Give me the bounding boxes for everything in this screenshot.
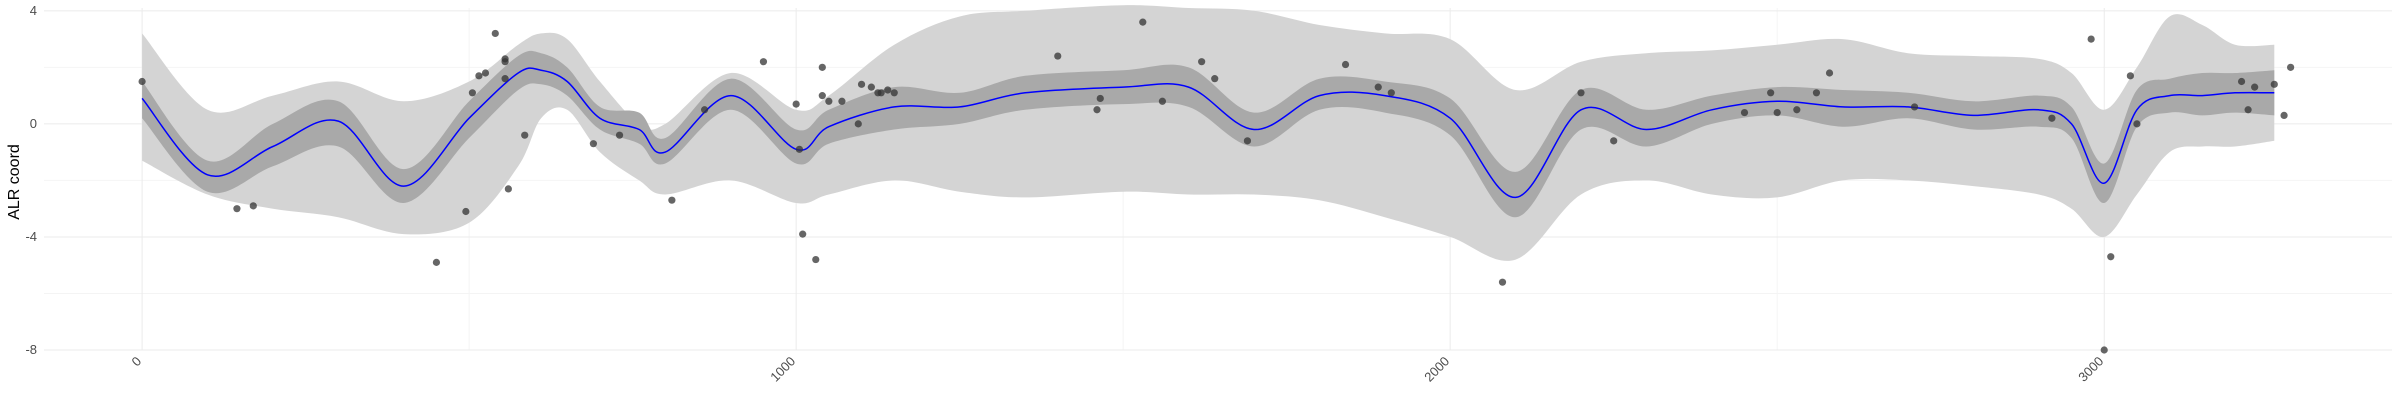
data-point bbox=[2133, 120, 2141, 128]
data-point bbox=[491, 29, 499, 38]
data-point bbox=[854, 120, 862, 128]
data-point bbox=[877, 89, 885, 97]
data-point bbox=[1498, 278, 1507, 286]
data-point bbox=[2087, 35, 2095, 43]
data-point bbox=[1910, 103, 1919, 111]
data-point bbox=[668, 196, 676, 204]
data-point bbox=[825, 97, 833, 105]
data-point bbox=[884, 86, 892, 94]
data-point bbox=[1825, 69, 1834, 77]
data-point bbox=[468, 89, 476, 97]
data-point bbox=[1211, 75, 1219, 83]
data-point bbox=[1198, 58, 1206, 66]
data-point bbox=[521, 131, 529, 139]
y-tick-label: -8 bbox=[25, 342, 37, 357]
data-point bbox=[138, 77, 146, 86]
y-tick-label: 4 bbox=[30, 3, 37, 18]
mean-line bbox=[141, 67, 2275, 199]
data-point bbox=[1374, 83, 1382, 91]
data-point bbox=[2244, 106, 2252, 114]
data-point bbox=[1793, 106, 1801, 114]
data-point bbox=[2287, 63, 2295, 71]
data-point bbox=[2280, 111, 2288, 120]
data-point bbox=[249, 202, 257, 210]
data-point bbox=[818, 63, 826, 71]
data-point bbox=[1096, 94, 1104, 103]
data-point bbox=[1740, 108, 1749, 117]
data-point bbox=[481, 69, 490, 77]
data-point bbox=[501, 58, 509, 66]
data-point bbox=[2251, 83, 2259, 91]
mean-line-group bbox=[141, 67, 2275, 199]
data-point bbox=[2048, 114, 2056, 122]
data-point bbox=[2100, 346, 2108, 354]
data-point bbox=[1577, 89, 1585, 97]
data-point bbox=[501, 75, 509, 83]
data-point bbox=[1773, 108, 1781, 117]
data-point bbox=[1243, 137, 1252, 145]
data-point bbox=[1610, 137, 1618, 145]
data-point bbox=[2126, 72, 2134, 80]
data-point bbox=[615, 131, 624, 139]
y-tick-label: -4 bbox=[25, 229, 37, 244]
data-point bbox=[1387, 89, 1395, 97]
data-point bbox=[475, 72, 483, 80]
data-point bbox=[1767, 89, 1775, 97]
data-point bbox=[799, 230, 807, 238]
inner-confidence-band bbox=[142, 50, 2275, 218]
outer-confidence-band bbox=[142, 5, 2275, 261]
data-point bbox=[2107, 253, 2115, 261]
y-axis-title: ALR coord bbox=[6, 144, 23, 220]
y-tick-label: 0 bbox=[30, 116, 37, 131]
data-point bbox=[1139, 18, 1147, 26]
data-point bbox=[2270, 80, 2278, 88]
data-point bbox=[1158, 97, 1167, 105]
y-axis-ticks: 4 0 -4 -8 bbox=[25, 3, 37, 357]
data-point bbox=[1341, 60, 1350, 69]
data-point bbox=[2237, 77, 2246, 86]
data-point bbox=[818, 92, 826, 100]
data-point bbox=[462, 207, 470, 216]
data-point bbox=[1093, 106, 1101, 114]
data-point bbox=[795, 145, 804, 153]
confidence-bands bbox=[142, 5, 2275, 261]
data-point bbox=[504, 185, 512, 193]
data-point bbox=[759, 58, 768, 66]
data-point bbox=[233, 205, 241, 213]
data-point bbox=[857, 80, 866, 88]
scatter-points bbox=[138, 18, 2295, 354]
data-point bbox=[838, 97, 846, 105]
data-point bbox=[1812, 89, 1821, 97]
data-point bbox=[812, 255, 820, 264]
data-point bbox=[792, 100, 800, 108]
data-point bbox=[867, 83, 875, 91]
data-point bbox=[432, 258, 441, 266]
data-point bbox=[890, 89, 898, 97]
data-point bbox=[700, 106, 709, 114]
data-point bbox=[589, 140, 597, 148]
data-point bbox=[1054, 52, 1062, 60]
